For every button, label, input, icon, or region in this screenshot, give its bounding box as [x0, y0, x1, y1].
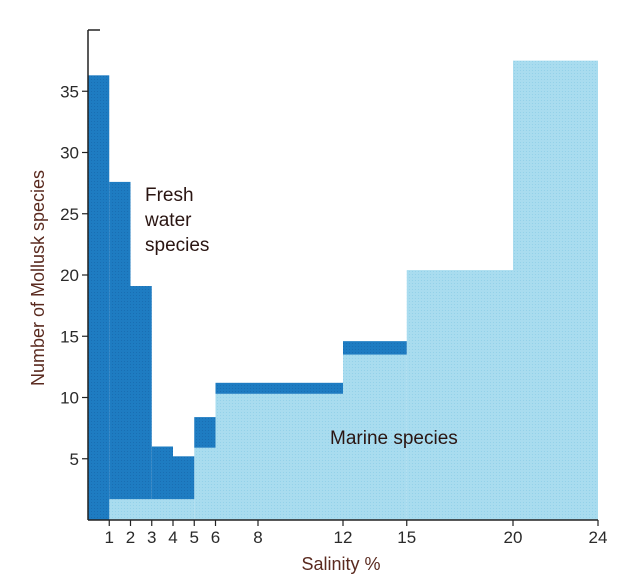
- x-axis-ticks: 1 2 3 4 5 6 8 12 15 20 24: [105, 520, 608, 547]
- marine-bar-4: [406, 270, 513, 520]
- fresh-bar-0: [88, 75, 110, 520]
- fresh-bar-4: [173, 456, 195, 500]
- marine-bar-2: [215, 393, 343, 520]
- x-tick-label-12: 12: [334, 528, 353, 547]
- fresh-bar-5: [194, 417, 216, 448]
- x-tick-label-8: 8: [253, 528, 262, 547]
- fresh-bar-2: [130, 286, 152, 500]
- x-tick-label-3: 3: [147, 528, 156, 547]
- annotation-line-species: species: [145, 235, 209, 256]
- x-tick-label-5: 5: [190, 528, 199, 547]
- y-tick-label-5: 5: [70, 450, 79, 469]
- fresh-water-species-bars: [88, 75, 407, 520]
- y-tick-label-15: 15: [60, 327, 79, 346]
- marine-bar-1: [194, 447, 216, 520]
- x-tick-label-6: 6: [211, 528, 220, 547]
- fresh-bar-3: [151, 446, 173, 500]
- x-tick-label-20: 20: [504, 528, 523, 547]
- y-tick-label-30: 30: [60, 144, 79, 163]
- y-tick-label-20: 20: [60, 266, 79, 285]
- y-axis-title: Number of Mollusk species: [28, 170, 48, 386]
- marine-bar-5: [513, 60, 598, 520]
- x-tick-label-24: 24: [589, 528, 608, 547]
- x-tick-label-4: 4: [168, 528, 177, 547]
- y-tick-label-35: 35: [60, 82, 79, 101]
- x-tick-label-1: 1: [105, 528, 114, 547]
- annotation-line-fresh: Fresh: [145, 185, 194, 206]
- fresh-bar-1: [109, 181, 131, 500]
- marine-species-annotation: Marine species: [330, 428, 458, 449]
- x-tick-label-2: 2: [126, 528, 135, 547]
- fresh-bar-7: [343, 341, 407, 355]
- annotation-line-water: water: [144, 210, 192, 231]
- marine-species-bars: [109, 60, 598, 520]
- fresh-bar-6: [215, 382, 343, 394]
- x-axis-title: Salinity %: [301, 554, 380, 574]
- x-tick-label-15: 15: [397, 528, 416, 547]
- y-tick-label-10: 10: [60, 389, 79, 408]
- y-axis-ticks: 5 10 15 20 25 30 35: [60, 82, 88, 469]
- marine-bar-0: [109, 499, 195, 520]
- fresh-water-annotation: Fresh water species: [144, 185, 209, 256]
- y-tick-label-25: 25: [60, 205, 79, 224]
- marine-bar-3: [343, 354, 407, 520]
